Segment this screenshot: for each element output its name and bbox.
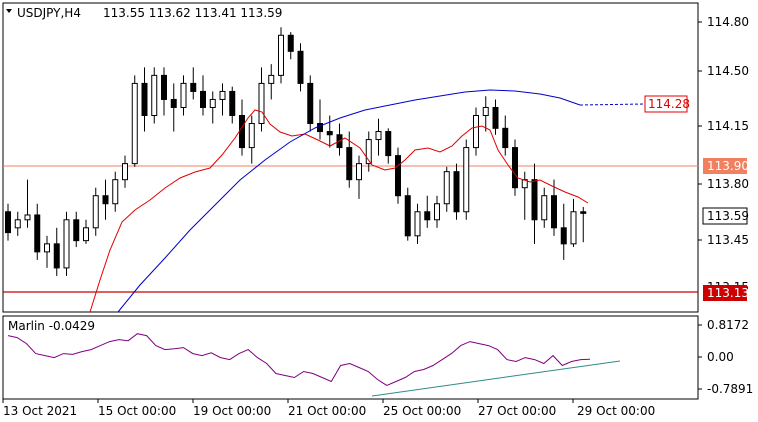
candle-bearish bbox=[531, 179, 538, 221]
candle-bearish bbox=[102, 195, 109, 205]
current-price-label: 113.59 bbox=[707, 209, 749, 223]
candle-bullish bbox=[83, 227, 89, 242]
candle-bullish bbox=[92, 195, 99, 229]
candle-bearish bbox=[317, 123, 323, 133]
candle-bearish bbox=[453, 171, 460, 213]
time-tick-6: 27 Oct 00:00 bbox=[478, 404, 556, 418]
indicator-tick-3: -0.7891 bbox=[707, 382, 753, 396]
time-tick-3: 19 Oct 00:00 bbox=[193, 404, 271, 418]
candle-bullish bbox=[434, 203, 440, 221]
price-axis: 114.80 114.50 114.15 113.80 113.45 113.1… bbox=[698, 15, 749, 294]
candle-bearish bbox=[551, 195, 557, 229]
price-tick-2: 114.50 bbox=[707, 64, 749, 78]
candle-bearish bbox=[239, 114, 245, 149]
ma-end-price-label: 114.28 bbox=[648, 97, 690, 111]
indicator-axis: 0.8172 0.00 -0.7891 bbox=[698, 318, 753, 396]
candle-bullish bbox=[258, 82, 265, 125]
time-tick-5: 25 Oct 00:00 bbox=[383, 404, 461, 418]
slow-ma-projection bbox=[579, 103, 646, 106]
candle-bullish bbox=[278, 34, 284, 76]
candle-bearish bbox=[53, 243, 60, 269]
candle-bullish bbox=[151, 74, 158, 116]
candle-bearish bbox=[307, 82, 314, 125]
oscillator-trendline[interactable] bbox=[371, 360, 621, 397]
support-price-box bbox=[703, 285, 747, 301]
fast-moving-average-line bbox=[89, 109, 589, 313]
candle-bullish bbox=[44, 243, 50, 253]
candle-bullish bbox=[482, 106, 489, 116]
candle-bullish bbox=[463, 147, 470, 213]
candle-bullish bbox=[521, 179, 528, 189]
candle-bearish bbox=[492, 106, 499, 129]
candle-bullish bbox=[356, 163, 362, 181]
candle-bullish bbox=[14, 219, 21, 229]
slow-moving-average-line bbox=[117, 89, 581, 313]
candle-bullish bbox=[365, 139, 372, 165]
candle-bullish bbox=[570, 211, 577, 245]
time-tick-2: 15 Oct 00:00 bbox=[98, 404, 176, 418]
candle-bearish bbox=[560, 227, 567, 245]
candle-bearish bbox=[404, 195, 411, 237]
price-tick-3: 114.15 bbox=[707, 119, 749, 133]
price-tick-4: 113.80 bbox=[707, 177, 749, 191]
candle-bearish bbox=[395, 155, 401, 197]
candle-bearish bbox=[385, 131, 392, 157]
resistance-price-box bbox=[703, 158, 747, 174]
time-tick-7: 29 Oct 00:00 bbox=[577, 404, 655, 418]
support-price-label: 113.13 bbox=[707, 286, 749, 300]
candle-bearish bbox=[141, 82, 148, 116]
candle-bearish bbox=[34, 214, 41, 253]
candle-bearish bbox=[502, 127, 509, 149]
candle-bearish bbox=[580, 211, 587, 214]
candle-bearish bbox=[73, 219, 80, 242]
candle-bearish bbox=[346, 147, 353, 181]
candle-bullish bbox=[375, 131, 382, 141]
candle-bearish bbox=[190, 82, 197, 92]
candle-bearish bbox=[424, 211, 431, 221]
candle-bullish bbox=[112, 179, 119, 205]
candle-bullish bbox=[180, 82, 187, 108]
symbol-dropdown-icon[interactable] bbox=[6, 9, 12, 13]
candle-bullish bbox=[268, 74, 275, 84]
candle-bearish bbox=[5, 211, 11, 234]
indicator-name: Marlin -0.0429 bbox=[8, 319, 95, 333]
candle-bullish bbox=[219, 90, 226, 100]
candle-bullish bbox=[63, 219, 70, 269]
candle-bearish bbox=[287, 34, 294, 52]
indicator-tick-2: 0.00 bbox=[707, 350, 734, 364]
ma-end-price-box bbox=[644, 95, 688, 113]
candle-bullish bbox=[473, 114, 479, 149]
price-tick-1: 114.80 bbox=[707, 15, 749, 29]
candle-bearish bbox=[326, 131, 333, 136]
ohlc-values: 113.55 113.62 113.41 113.59 bbox=[103, 6, 282, 20]
current-price-box bbox=[702, 207, 748, 225]
price-tick-5: 113.45 bbox=[707, 233, 749, 247]
resistance-price-label: 113.90 bbox=[707, 159, 749, 173]
candle-bullish bbox=[541, 195, 548, 221]
candle-bearish bbox=[297, 50, 304, 84]
candle-bullish bbox=[209, 98, 216, 108]
indicator-frame[interactable] bbox=[2, 315, 699, 400]
oscillator-line bbox=[7, 333, 591, 386]
candle-bearish bbox=[512, 147, 518, 189]
indicator-tick-1: 0.8172 bbox=[707, 318, 749, 332]
candle-bullish bbox=[248, 123, 255, 149]
time-tick-1: 13 Oct 2021 bbox=[3, 404, 77, 418]
candle-bullish bbox=[414, 211, 421, 237]
candlestick-series bbox=[5, 27, 587, 276]
candle-bearish bbox=[229, 90, 236, 116]
candle-bullish bbox=[122, 163, 128, 181]
candle-bearish bbox=[170, 98, 177, 108]
time-tick-4: 21 Oct 00:00 bbox=[288, 404, 366, 418]
candle-bullish bbox=[443, 171, 450, 205]
candle-bearish bbox=[161, 74, 167, 100]
candle-bullish bbox=[24, 214, 31, 221]
symbol-label: USDJPY,H4 bbox=[17, 6, 81, 20]
time-axis: 13 Oct 2021 15 Oct 00:00 19 Oct 00:00 21… bbox=[2, 399, 655, 418]
candle-bullish bbox=[131, 82, 138, 165]
candle-bearish bbox=[200, 90, 206, 108]
